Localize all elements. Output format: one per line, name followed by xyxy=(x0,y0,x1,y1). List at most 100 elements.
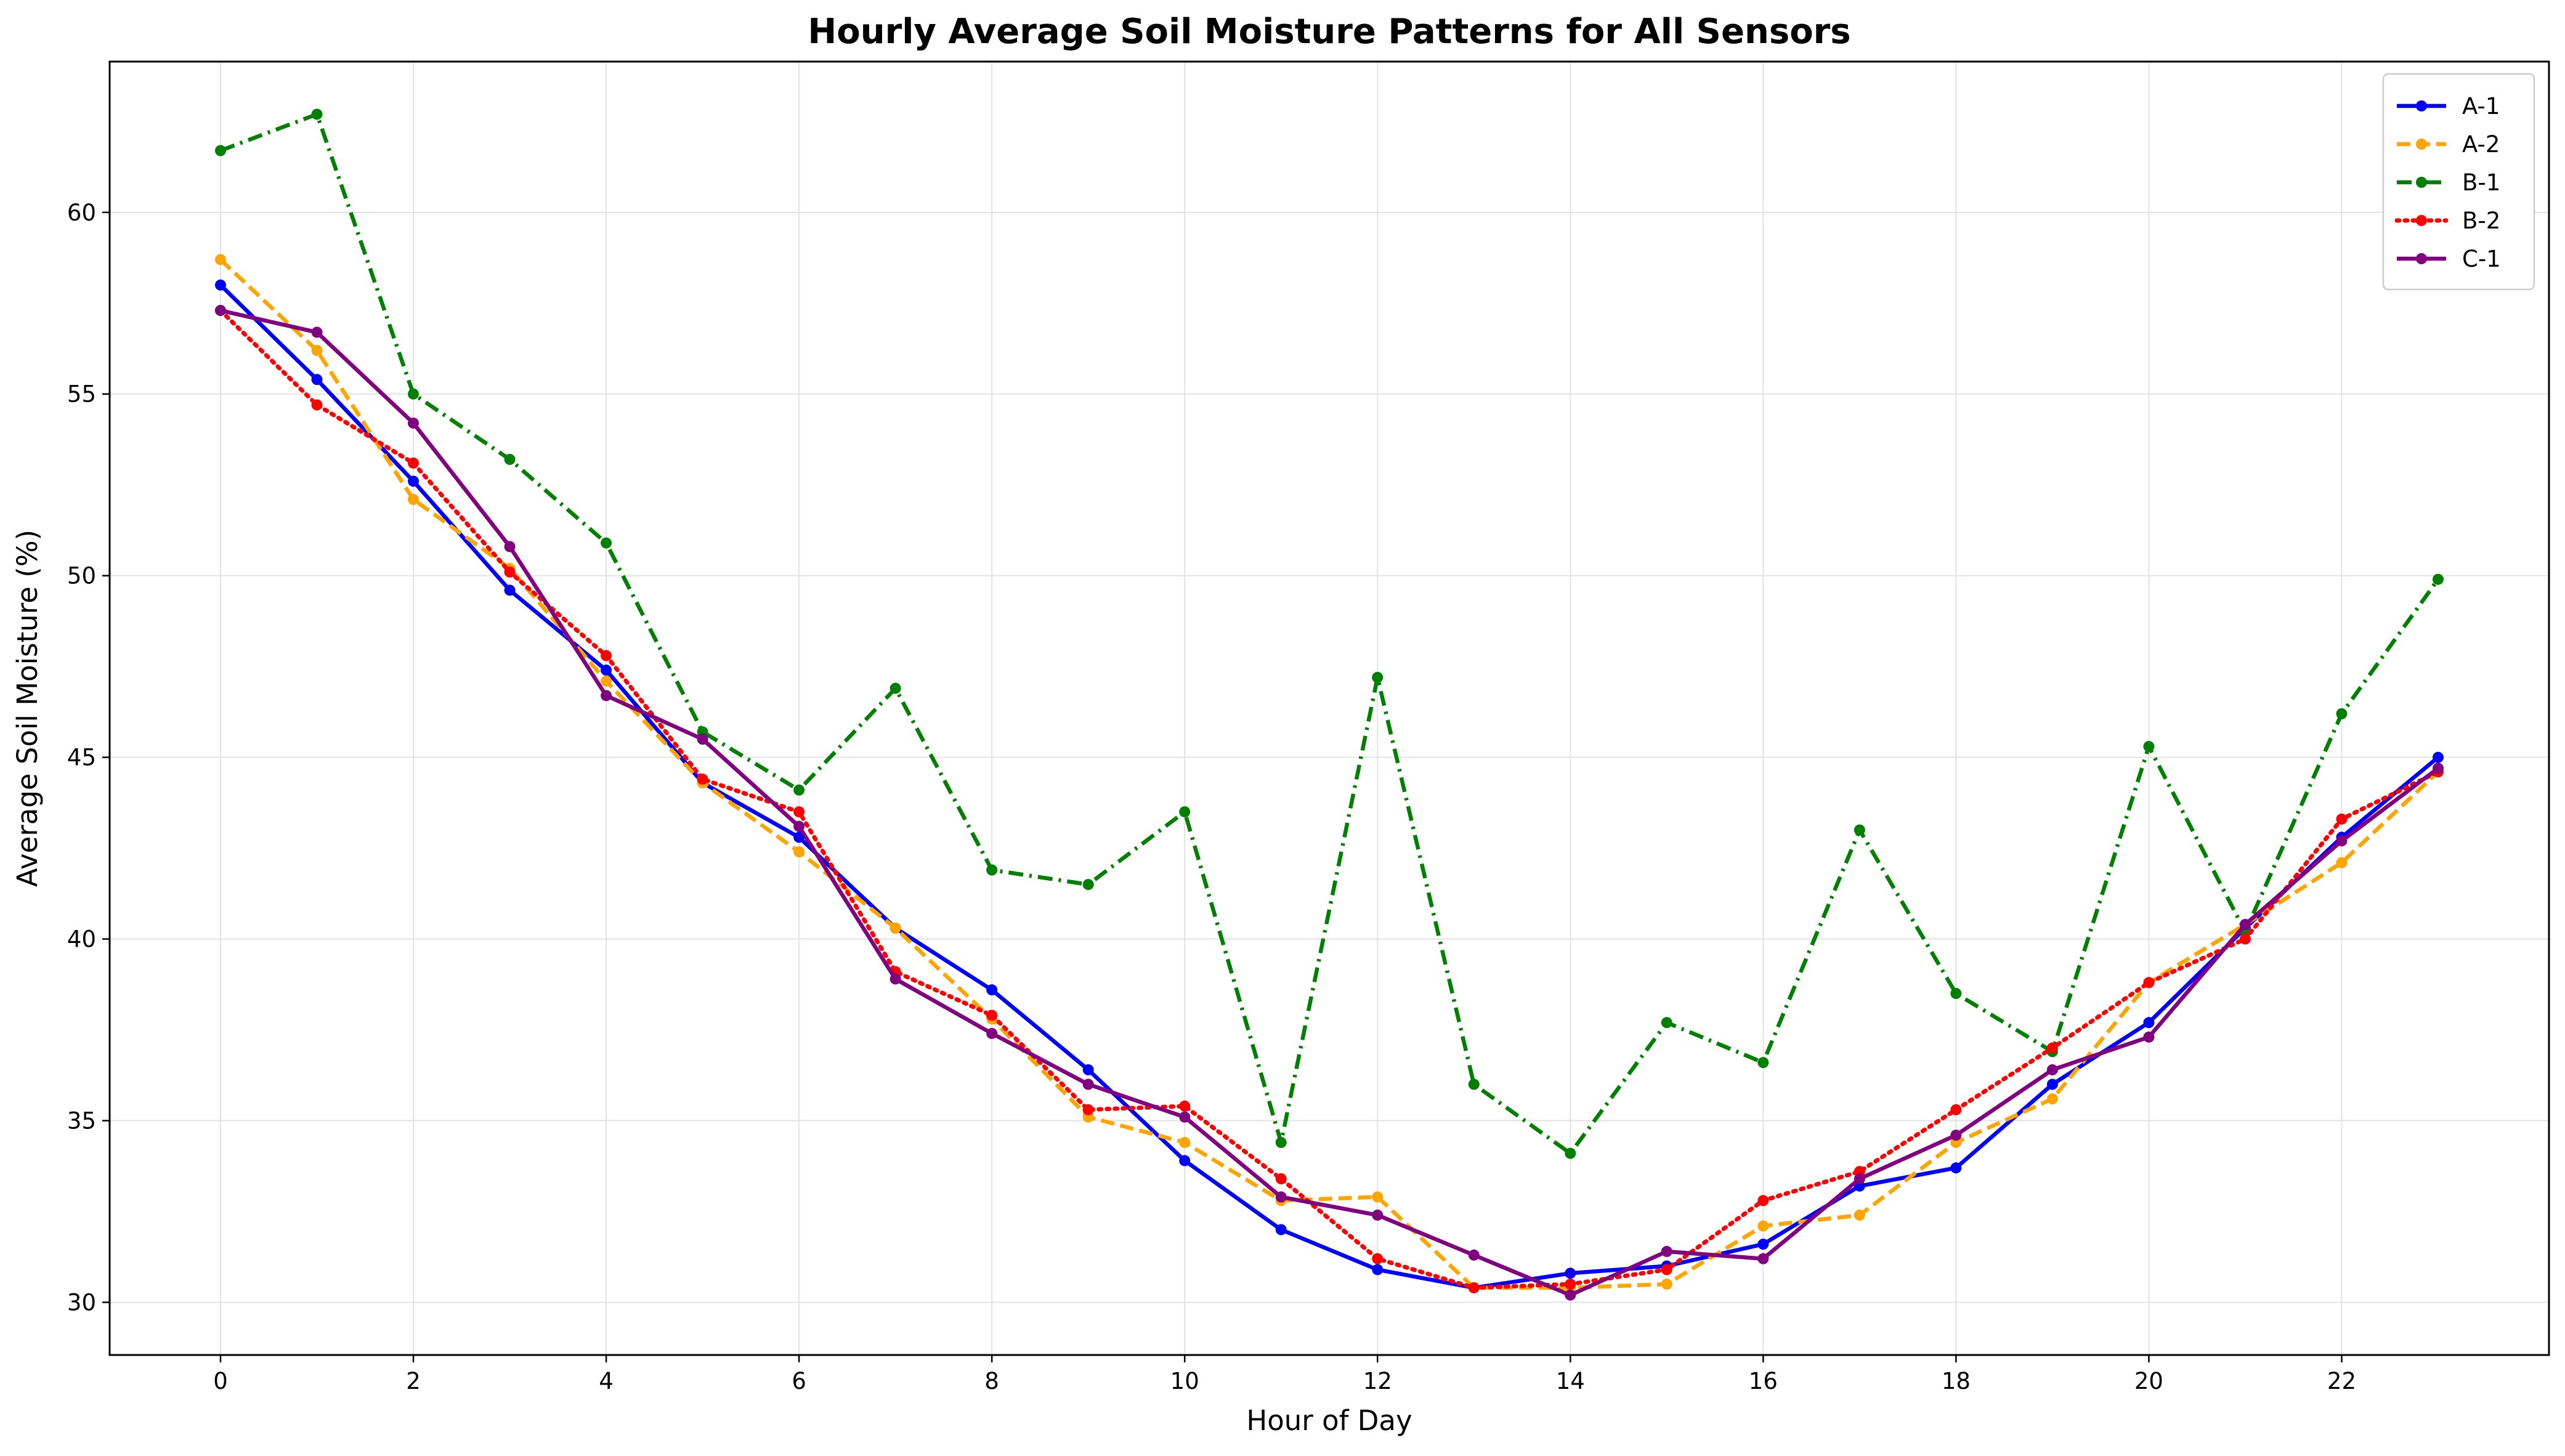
data-point xyxy=(1179,806,1191,818)
data-point xyxy=(1179,1100,1191,1112)
x-tick-label: 14 xyxy=(1556,1368,1585,1394)
legend-item: B-2 xyxy=(2394,208,2500,234)
data-point xyxy=(311,374,323,386)
x-tick-label: 20 xyxy=(2134,1368,2163,1394)
data-point xyxy=(1661,1278,1672,1290)
data-point xyxy=(793,846,805,858)
data-point xyxy=(1082,1104,1094,1115)
data-point xyxy=(1757,1253,1769,1264)
x-tick-label: 18 xyxy=(1942,1368,1971,1394)
data-point xyxy=(2336,708,2348,719)
legend-item: A-1 xyxy=(2397,93,2500,119)
data-point xyxy=(601,650,612,661)
data-point xyxy=(2433,751,2444,763)
y-tick-label: 55 xyxy=(67,381,96,408)
data-point xyxy=(2336,813,2348,825)
data-point xyxy=(1179,1136,1191,1148)
x-tick-label: 4 xyxy=(599,1368,614,1394)
data-point xyxy=(2143,1017,2155,1029)
x-tick-label: 22 xyxy=(2327,1368,2356,1394)
legend-marker xyxy=(2416,253,2427,264)
data-point xyxy=(793,820,805,832)
x-axis-label: Hour of Day xyxy=(1246,1404,1412,1437)
series-line xyxy=(219,258,2440,1290)
series-line xyxy=(220,308,2439,1297)
data-point xyxy=(1854,1173,1865,1184)
data-point xyxy=(408,475,419,487)
data-point xyxy=(311,326,323,338)
data-point xyxy=(1468,1282,1480,1293)
data-point xyxy=(1757,1220,1769,1232)
data-point xyxy=(1950,1130,1962,1141)
data-point xyxy=(1372,1253,1384,1264)
data-point xyxy=(601,690,612,702)
data-point xyxy=(601,665,612,676)
data-point xyxy=(2239,918,2251,930)
x-tick-label: 8 xyxy=(984,1368,999,1394)
legend-item: B-1 xyxy=(2397,169,2500,196)
data-point xyxy=(1275,1191,1287,1203)
data-point xyxy=(2433,573,2444,585)
x-tick-label: 2 xyxy=(406,1368,421,1394)
series-line xyxy=(219,112,2440,1155)
data-point xyxy=(1372,1191,1384,1203)
y-tick-label: 50 xyxy=(67,563,96,589)
data-point xyxy=(2046,1064,2058,1075)
data-point xyxy=(2143,740,2155,752)
data-point xyxy=(601,537,612,549)
data-point xyxy=(793,784,805,796)
data-point xyxy=(1275,1224,1287,1236)
data-point xyxy=(889,682,901,694)
data-point xyxy=(1275,1173,1287,1184)
data-point xyxy=(2336,835,2348,847)
legend-item: A-2 xyxy=(2397,131,2500,158)
data-point xyxy=(1565,1289,1576,1301)
data-point xyxy=(408,457,419,469)
data-point xyxy=(408,493,419,505)
data-point xyxy=(2433,762,2444,774)
legend-label: A-1 xyxy=(2462,93,2500,119)
data-point xyxy=(1854,1209,1865,1221)
data-point xyxy=(1372,671,1384,683)
data-point xyxy=(215,305,226,317)
data-point xyxy=(408,388,419,400)
data-point xyxy=(2143,1031,2155,1043)
series-A-1 xyxy=(215,279,2444,1293)
legend-label: C-1 xyxy=(2462,246,2501,272)
legend-marker xyxy=(2416,139,2427,150)
data-point xyxy=(1757,1239,1769,1250)
series-C-1 xyxy=(215,305,2444,1301)
y-tick-label: 35 xyxy=(67,1108,96,1134)
data-point xyxy=(1950,1104,1962,1115)
series-line xyxy=(219,283,2440,1290)
x-tick-label: 12 xyxy=(1363,1368,1392,1394)
x-tick-label: 6 xyxy=(792,1368,806,1394)
data-point xyxy=(1468,1249,1480,1261)
data-point xyxy=(1950,1162,1962,1174)
data-point xyxy=(408,417,419,429)
data-point xyxy=(215,145,226,156)
data-point xyxy=(504,566,516,578)
data-point xyxy=(215,254,226,265)
legend-label: B-1 xyxy=(2462,169,2500,196)
ticks: 0 2 4 6 8 10 12 14 16 18 20 22 30 35 40 45 50 55 60 xyxy=(67,200,2356,1394)
data-point xyxy=(1082,1064,1094,1075)
legend-marker xyxy=(2416,100,2427,111)
data-point xyxy=(1661,1245,1672,1257)
y-tick-label: 40 xyxy=(67,926,96,953)
data-point xyxy=(986,864,998,876)
x-tick-label: 16 xyxy=(1749,1368,1778,1394)
data-point xyxy=(2046,1078,2058,1090)
data-point xyxy=(504,453,516,465)
x-tick-label: 0 xyxy=(213,1368,228,1394)
data-point xyxy=(889,973,901,985)
y-axis-label: Average Soil Moisture (%) xyxy=(11,530,44,887)
data-point xyxy=(311,344,323,356)
data-point xyxy=(1757,1195,1769,1207)
data-point xyxy=(1179,1111,1191,1123)
data-point xyxy=(215,279,226,291)
data-point xyxy=(1854,824,1865,836)
plot-frame xyxy=(108,60,2550,1356)
data-point xyxy=(504,584,516,596)
